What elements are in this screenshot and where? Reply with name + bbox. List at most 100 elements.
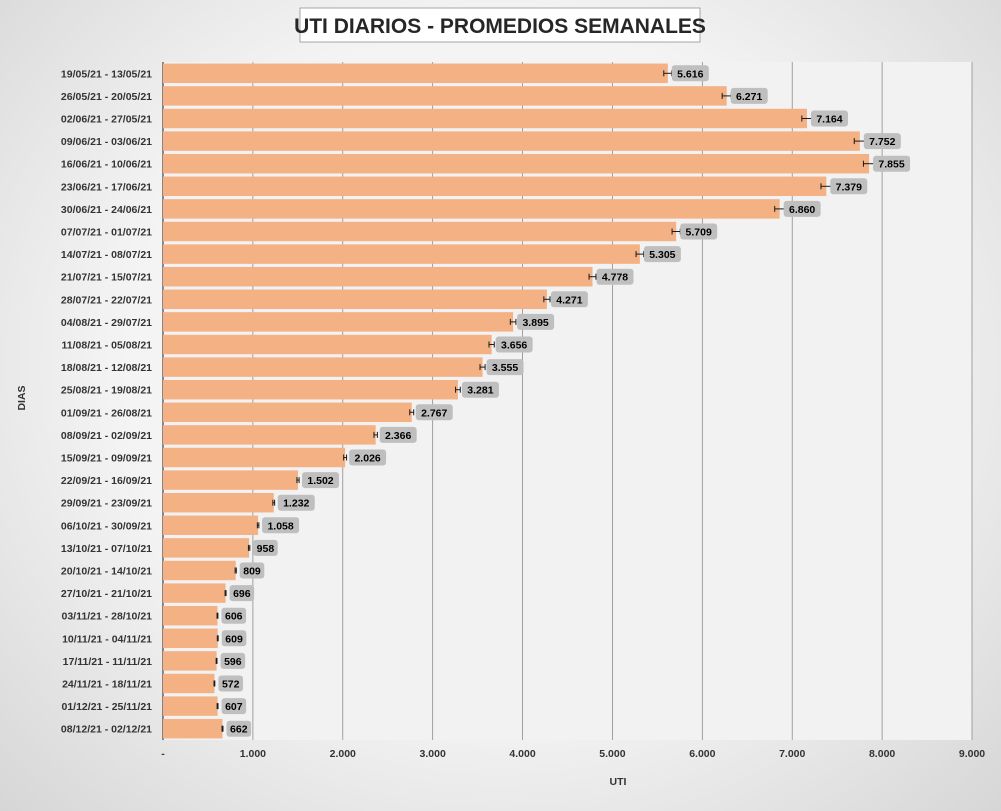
x-tick-label: 8.000 xyxy=(869,748,895,760)
data-label: 1.232 xyxy=(283,498,309,510)
category-label: 20/10/21 - 14/10/21 xyxy=(61,566,152,578)
x-tick-label: 1.000 xyxy=(240,748,266,760)
category-label: 06/10/21 - 30/09/21 xyxy=(61,520,152,532)
bar xyxy=(163,696,218,715)
error-bar xyxy=(217,635,218,641)
category-label: 14/07/21 - 08/07/21 xyxy=(61,249,152,261)
category-labels: 19/05/21 - 13/05/21 26/05/21 - 20/05/21 02… xyxy=(61,68,152,735)
error-bar xyxy=(217,703,218,709)
data-label: 958 xyxy=(257,543,275,555)
data-label: 7.752 xyxy=(869,136,895,148)
x-tick-label: 3.000 xyxy=(420,748,446,760)
data-label: 809 xyxy=(243,566,261,578)
bar xyxy=(163,380,458,399)
data-label: 596 xyxy=(224,656,242,668)
bar xyxy=(163,222,676,241)
data-label: 2.366 xyxy=(385,430,411,442)
bar xyxy=(163,312,513,331)
category-label: 04/08/21 - 29/07/21 xyxy=(61,317,152,329)
bar xyxy=(163,131,860,150)
bar xyxy=(163,357,483,376)
data-label: 1.502 xyxy=(307,475,333,487)
data-label: 7.379 xyxy=(836,181,862,193)
bar xyxy=(163,561,236,580)
data-label: 3.895 xyxy=(522,317,548,329)
data-label: 2.026 xyxy=(354,453,380,465)
data-label: 4.778 xyxy=(602,272,628,284)
x-tick-label: 2.000 xyxy=(330,748,356,760)
category-label: 01/12/21 - 25/11/21 xyxy=(62,701,153,713)
data-label: 5.616 xyxy=(677,68,703,80)
bar xyxy=(163,674,214,693)
category-label: 02/06/21 - 27/05/21 xyxy=(61,114,152,126)
category-label: 15/09/21 - 09/09/21 xyxy=(61,453,152,465)
x-axis-title: UTI xyxy=(610,776,627,788)
category-label: 29/09/21 - 23/09/21 xyxy=(61,498,152,510)
x-tick-labels: - 1.000 2.000 3.000 4.000 5.000 6.000 7.000 8.00… xyxy=(161,748,985,760)
error-bar xyxy=(216,658,217,664)
bar xyxy=(163,516,258,535)
category-label: 28/07/21 - 22/07/21 xyxy=(61,294,152,306)
category-label: 17/11/21 - 11/11/21 xyxy=(63,656,152,668)
bar xyxy=(163,538,249,557)
data-label: 696 xyxy=(233,588,251,600)
bar xyxy=(163,651,217,670)
bar xyxy=(163,335,492,354)
data-label: 609 xyxy=(225,633,243,645)
x-tick-label: - xyxy=(161,748,165,760)
bar xyxy=(163,244,640,263)
bar xyxy=(163,719,223,738)
data-label: 572 xyxy=(222,679,240,691)
x-tick-label: 7.000 xyxy=(779,748,805,760)
data-label: 6.860 xyxy=(789,204,815,216)
data-label: 1.058 xyxy=(267,520,293,532)
category-label: 21/07/21 - 15/07/21 xyxy=(61,272,152,284)
category-label: 03/11/21 - 28/10/21 xyxy=(62,611,153,623)
bar xyxy=(163,154,869,173)
bar xyxy=(163,86,727,105)
category-label: 16/06/21 - 10/06/21 xyxy=(61,159,152,171)
error-bar xyxy=(217,613,218,619)
bar xyxy=(163,403,412,422)
category-label: 10/11/21 - 04/11/21 xyxy=(62,633,152,645)
category-label: 18/08/21 - 12/08/21 xyxy=(61,362,152,374)
data-label: 3.281 xyxy=(467,385,493,397)
data-label: 7.164 xyxy=(816,114,842,126)
category-label: 19/05/21 - 13/05/21 xyxy=(61,68,152,80)
x-tick-label: 6.000 xyxy=(689,748,715,760)
data-label: 3.555 xyxy=(492,362,518,374)
data-label: 3.656 xyxy=(501,340,527,352)
category-label: 22/09/21 - 16/09/21 xyxy=(61,475,152,487)
category-label: 08/12/21 - 02/12/21 xyxy=(61,724,152,736)
y-axis-title: DIAS xyxy=(16,385,28,410)
bar xyxy=(163,629,218,648)
bar xyxy=(163,109,807,128)
bar xyxy=(163,606,217,625)
category-label: 27/10/21 - 21/10/21 xyxy=(61,588,152,600)
bar xyxy=(163,583,226,602)
error-bar xyxy=(222,726,223,732)
category-label: 30/06/21 - 24/06/21 xyxy=(61,204,152,216)
category-label: 26/05/21 - 20/05/21 xyxy=(61,91,152,103)
category-label: 07/07/21 - 01/07/21 xyxy=(61,227,152,239)
error-bar xyxy=(214,681,215,687)
bar xyxy=(163,493,274,512)
data-label: 607 xyxy=(225,701,243,713)
category-label: 24/11/21 - 18/11/21 xyxy=(62,679,152,691)
data-label: 2.767 xyxy=(421,407,447,419)
data-label: 606 xyxy=(225,611,243,623)
bar xyxy=(163,470,298,489)
bar xyxy=(163,199,780,218)
category-label: 13/10/21 - 07/10/21 xyxy=(61,543,152,555)
category-label: 09/06/21 - 03/06/21 xyxy=(61,136,152,148)
chart-title: UTI DIARIOS - PROMEDIOS SEMANALES xyxy=(294,15,706,38)
data-label: 5.305 xyxy=(649,249,675,261)
data-label: 5.709 xyxy=(686,227,712,239)
category-label: 25/08/21 - 19/08/21 xyxy=(61,385,152,397)
data-label: 662 xyxy=(230,724,248,736)
x-tick-label: 9.000 xyxy=(959,748,985,760)
bar xyxy=(163,290,547,309)
data-label: 7.855 xyxy=(878,159,904,171)
bar xyxy=(163,267,592,286)
